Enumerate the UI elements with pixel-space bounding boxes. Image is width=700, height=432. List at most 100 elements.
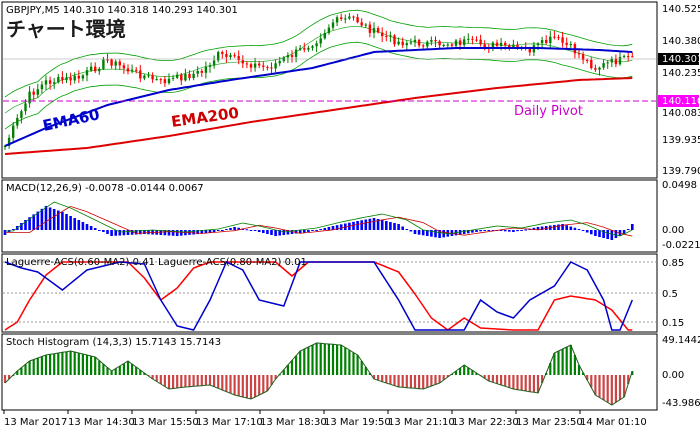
price-tick: 140.235 <box>662 68 700 79</box>
stoch-bar <box>364 367 367 375</box>
macd-bar <box>274 230 277 236</box>
stoch-bar <box>36 358 39 375</box>
candle <box>561 31 564 48</box>
candle <box>549 30 552 48</box>
candle <box>614 54 618 68</box>
stoch-bar <box>528 375 531 392</box>
macd-bar <box>61 212 64 230</box>
candle <box>286 52 290 64</box>
macd-tick: 0.0498 <box>662 180 697 191</box>
candle <box>36 83 39 98</box>
macd-bar <box>626 229 630 230</box>
candle <box>126 64 130 75</box>
macd-tick: -0.0221 <box>662 240 700 251</box>
candle <box>327 24 331 35</box>
macd-tick: 0.00 <box>662 225 684 236</box>
stoch-bar <box>495 375 499 384</box>
stoch-bar <box>245 375 248 398</box>
candle <box>352 15 355 21</box>
candle <box>200 68 203 77</box>
candle <box>65 73 68 83</box>
price-tick: 140.083 <box>662 108 700 119</box>
macd-bar <box>216 230 220 231</box>
candle <box>192 71 195 81</box>
stoch-bar <box>504 375 507 387</box>
candle <box>463 36 466 49</box>
macd-bar <box>417 230 421 235</box>
bollinger-bands <box>4 9 633 130</box>
macd-bar <box>413 230 417 234</box>
macd-bar <box>614 230 618 238</box>
stoch-bar <box>561 349 564 375</box>
candle <box>270 62 273 74</box>
stoch-bar <box>90 356 93 375</box>
candle <box>130 64 134 74</box>
stoch-bar <box>274 375 277 379</box>
stoch-bar <box>65 351 68 375</box>
stoch-bar <box>467 367 470 375</box>
stoch-bar <box>430 375 433 386</box>
stoch-tick: -43.9865 <box>662 398 700 409</box>
stoch-bar <box>389 375 392 385</box>
candle <box>409 38 413 45</box>
candle <box>348 13 351 20</box>
candle <box>114 59 117 70</box>
macd-label: MACD(12,26,9) -0.0078 -0.0144 0.0067 <box>6 183 204 194</box>
time-tick: 14 Mar 01:10 <box>580 417 647 428</box>
macd-bar <box>598 230 601 237</box>
candle <box>405 40 408 51</box>
macd-bar <box>467 230 470 234</box>
stoch-bar <box>524 375 527 391</box>
macd-bar <box>229 228 232 230</box>
stoch-bar <box>331 344 335 375</box>
macd-bar <box>487 230 491 231</box>
stoch-bar <box>487 375 490 381</box>
stoch-bar <box>377 375 380 381</box>
stoch-bar <box>249 375 253 399</box>
stoch-bar <box>114 368 117 375</box>
candle <box>40 81 44 94</box>
macd-bar <box>372 218 376 230</box>
macd-bar <box>606 230 609 239</box>
macd-bar <box>69 216 72 230</box>
stoch-bar <box>582 372 585 375</box>
stoch-bar <box>73 352 76 375</box>
candle <box>299 44 302 51</box>
stoch-bar <box>602 375 605 400</box>
macd-bar <box>225 229 228 230</box>
candle <box>163 75 167 87</box>
stoch-bar <box>454 371 458 375</box>
candle <box>184 68 187 82</box>
macd-bar <box>590 230 593 235</box>
candle <box>81 74 85 82</box>
stoch-bar <box>81 354 84 375</box>
stoch-bar <box>557 351 560 375</box>
candle <box>393 34 396 47</box>
stoch-bar <box>102 364 105 375</box>
macd-bar <box>262 230 265 233</box>
macd-panel[interactable] <box>1 179 658 253</box>
macd-bar <box>512 230 515 232</box>
macd-bar <box>57 210 60 230</box>
macd-bar <box>565 225 568 230</box>
macd-bar <box>610 230 614 240</box>
stoch-bar <box>40 356 43 375</box>
stoch-bar <box>606 375 609 403</box>
candle <box>303 42 306 53</box>
stoch-bar <box>594 375 597 395</box>
macd-bar <box>327 227 331 230</box>
candle <box>622 54 626 59</box>
stoch-bar <box>631 371 634 375</box>
stoch-bar <box>192 375 195 387</box>
macd-bar <box>483 230 486 231</box>
candle <box>106 53 109 64</box>
candle <box>180 73 183 86</box>
candle <box>491 41 495 52</box>
candle <box>32 88 35 101</box>
macd-bar <box>139 230 142 235</box>
stoch-bar <box>225 375 228 392</box>
candle <box>57 73 60 84</box>
candle <box>217 50 220 63</box>
macd-bar <box>130 230 134 235</box>
